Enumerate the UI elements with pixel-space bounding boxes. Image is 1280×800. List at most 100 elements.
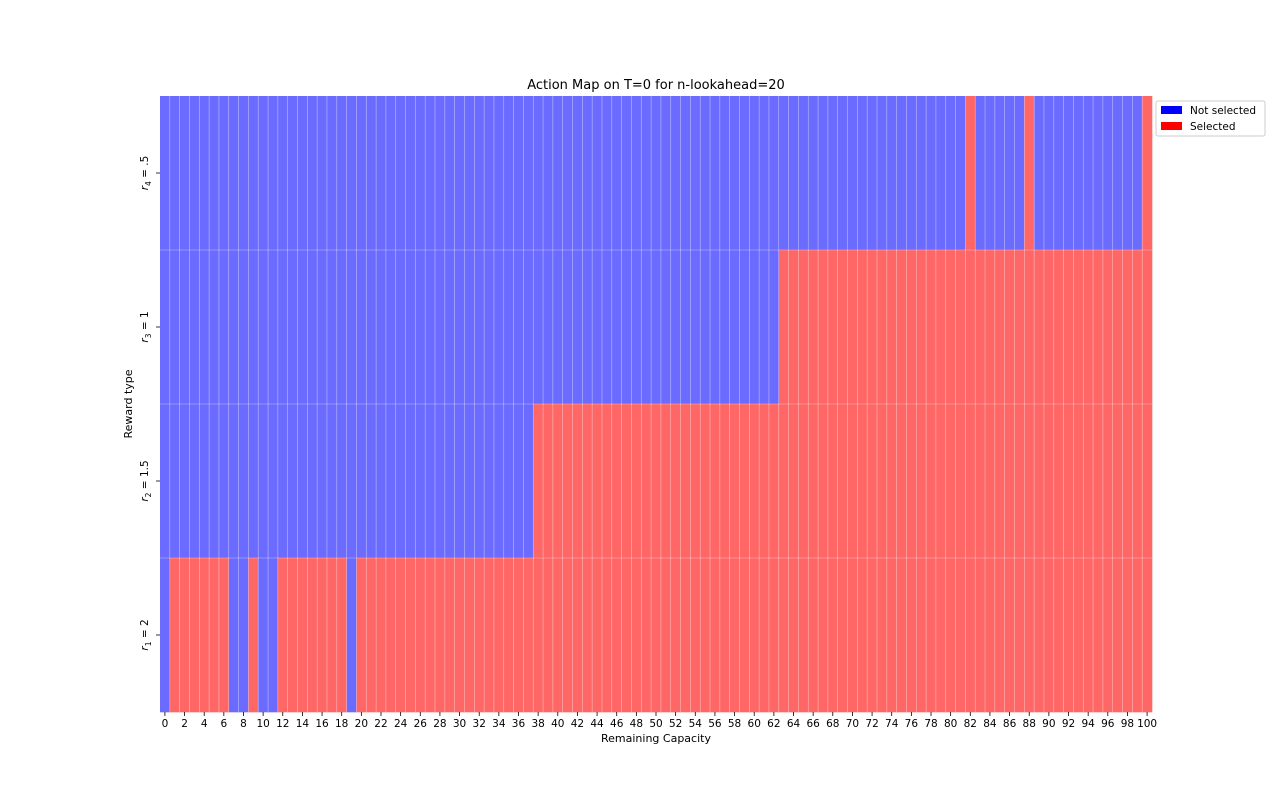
cell-r3-x82-selected bbox=[965, 250, 976, 405]
cell-r3-x30-not-selected bbox=[454, 250, 465, 405]
cell-r4-x96-not-selected bbox=[1102, 96, 1114, 251]
cell-r4-x35-not-selected bbox=[503, 96, 514, 251]
cell-r1-x50-selected bbox=[651, 558, 662, 713]
cell-r2-x45-selected bbox=[601, 404, 613, 559]
cell-r3-x83-selected bbox=[975, 250, 986, 405]
cell-r3-x64-selected bbox=[788, 250, 799, 405]
cell-r3-x22-not-selected bbox=[376, 250, 387, 405]
cell-r2-x82-selected bbox=[965, 404, 976, 559]
cell-r4-x31-not-selected bbox=[464, 96, 475, 251]
x-tick-label: 38 bbox=[531, 718, 544, 730]
cell-r4-x66-not-selected bbox=[808, 96, 819, 251]
cell-r2-x86-selected bbox=[1004, 404, 1015, 559]
cell-r1-x17-selected bbox=[326, 558, 338, 713]
cell-r4-x95-not-selected bbox=[1093, 96, 1104, 251]
cell-r3-x12-not-selected bbox=[277, 250, 288, 405]
cell-r4-x69-not-selected bbox=[837, 96, 848, 251]
cell-r1-x39-selected bbox=[543, 558, 554, 713]
cell-r4-x32-not-selected bbox=[474, 96, 485, 251]
cell-r2-x93-selected bbox=[1073, 404, 1084, 559]
cell-r4-x0-not-selected bbox=[160, 96, 171, 251]
y-tick-label-r2: r2 = 1.5 bbox=[139, 460, 153, 501]
x-tick-label: 90 bbox=[1042, 718, 1055, 730]
cell-r1-x2-selected bbox=[179, 558, 190, 713]
cell-r4-x99-not-selected bbox=[1132, 96, 1143, 251]
cell-r4-x59-not-selected bbox=[739, 96, 750, 251]
cell-r3-x10-not-selected bbox=[258, 250, 269, 405]
cell-r1-x57-selected bbox=[719, 558, 730, 713]
cell-r3-x4-not-selected bbox=[199, 250, 210, 405]
cell-r3-x50-not-selected bbox=[651, 250, 662, 405]
cell-r2-x28-not-selected bbox=[435, 404, 446, 559]
cell-r1-x32-selected bbox=[474, 558, 485, 713]
cell-r1-x75-selected bbox=[896, 558, 907, 713]
cell-r4-x89-not-selected bbox=[1034, 96, 1045, 251]
cell-r1-x13-selected bbox=[287, 558, 298, 713]
cell-r3-x94-selected bbox=[1083, 250, 1094, 405]
x-tick-label: 44 bbox=[590, 718, 604, 730]
cell-r3-x96-selected bbox=[1102, 250, 1114, 405]
cell-r4-x39-not-selected bbox=[543, 96, 554, 251]
cell-r3-x86-selected bbox=[1004, 250, 1015, 405]
cell-r3-x67-selected bbox=[818, 250, 829, 405]
cell-r2-x15-not-selected bbox=[307, 404, 318, 559]
cell-r1-x11-not-selected bbox=[268, 558, 279, 713]
cell-r1-x56-selected bbox=[710, 558, 721, 713]
cell-r2-x66-selected bbox=[808, 404, 819, 559]
chart-title: Action Map on T=0 for n-lookahead=20 bbox=[527, 78, 785, 93]
cell-r2-x77-selected bbox=[916, 404, 927, 559]
cell-r3-x66-selected bbox=[808, 250, 819, 405]
x-tick-label: 64 bbox=[787, 718, 801, 730]
cell-r4-x51-not-selected bbox=[660, 96, 672, 251]
cell-r2-x0-not-selected bbox=[160, 404, 171, 559]
cell-r3-x51-not-selected bbox=[660, 250, 672, 405]
x-tick-label: 24 bbox=[394, 718, 408, 730]
cell-r4-x4-not-selected bbox=[199, 96, 210, 251]
cell-r2-x79-selected bbox=[935, 404, 947, 559]
x-tick-label: 36 bbox=[512, 718, 526, 730]
x-tick-label: 84 bbox=[983, 718, 997, 730]
cell-r1-x69-selected bbox=[837, 558, 848, 713]
cell-r4-x50-not-selected bbox=[651, 96, 662, 251]
cell-r4-x29-not-selected bbox=[444, 96, 455, 251]
cell-r3-x53-not-selected bbox=[680, 250, 691, 405]
cell-r3-x40-not-selected bbox=[552, 250, 563, 405]
cell-r4-x70-not-selected bbox=[847, 96, 858, 251]
cell-r3-x46-not-selected bbox=[611, 250, 622, 405]
cell-r3-x44-not-selected bbox=[592, 250, 603, 405]
cell-r3-x80-selected bbox=[945, 250, 956, 405]
cell-r3-x0-not-selected bbox=[160, 250, 171, 405]
cell-r3-x77-selected bbox=[916, 250, 927, 405]
cell-r4-x3-not-selected bbox=[189, 96, 200, 251]
cell-r4-x47-not-selected bbox=[621, 96, 632, 251]
cell-r1-x0-not-selected bbox=[160, 558, 171, 713]
cell-r4-x84-not-selected bbox=[985, 96, 996, 251]
x-tick-label: 0 bbox=[162, 718, 169, 730]
cell-r1-x40-selected bbox=[552, 558, 563, 713]
cell-r1-x60-selected bbox=[749, 558, 760, 713]
cell-r1-x1-selected bbox=[169, 558, 180, 713]
x-tick-label: 2 bbox=[181, 718, 188, 730]
x-tick-label: 10 bbox=[256, 718, 269, 730]
cell-r2-x25-not-selected bbox=[405, 404, 416, 559]
cell-r3-x69-selected bbox=[837, 250, 848, 405]
cell-r1-x90-selected bbox=[1043, 558, 1055, 713]
cell-r3-x89-selected bbox=[1034, 250, 1045, 405]
cell-r3-x49-not-selected bbox=[641, 250, 652, 405]
x-tick-label: 18 bbox=[335, 718, 348, 730]
cell-r4-x52-not-selected bbox=[670, 96, 681, 251]
cell-r2-x49-selected bbox=[641, 404, 652, 559]
x-tick-label: 86 bbox=[1003, 718, 1017, 730]
legend-swatch-not-selected bbox=[1161, 106, 1182, 114]
x-axis-ticks: 0 2 4 6 8 10 12 14 16 18 20 22 24 26 28 30 32 34 36 38 40 42 4… bbox=[162, 712, 1157, 730]
cell-r2-x91-selected bbox=[1053, 404, 1064, 559]
cell-r3-x9-not-selected bbox=[248, 250, 259, 405]
cell-r4-x71-not-selected bbox=[857, 96, 868, 251]
cell-r2-x59-selected bbox=[739, 404, 750, 559]
cell-r1-x37-selected bbox=[523, 558, 534, 713]
cell-r2-x31-not-selected bbox=[464, 404, 475, 559]
cell-r3-x2-not-selected bbox=[179, 250, 190, 405]
cell-r2-x18-not-selected bbox=[336, 404, 347, 559]
cell-r3-x52-not-selected bbox=[670, 250, 681, 405]
cell-r4-x72-not-selected bbox=[867, 96, 878, 251]
